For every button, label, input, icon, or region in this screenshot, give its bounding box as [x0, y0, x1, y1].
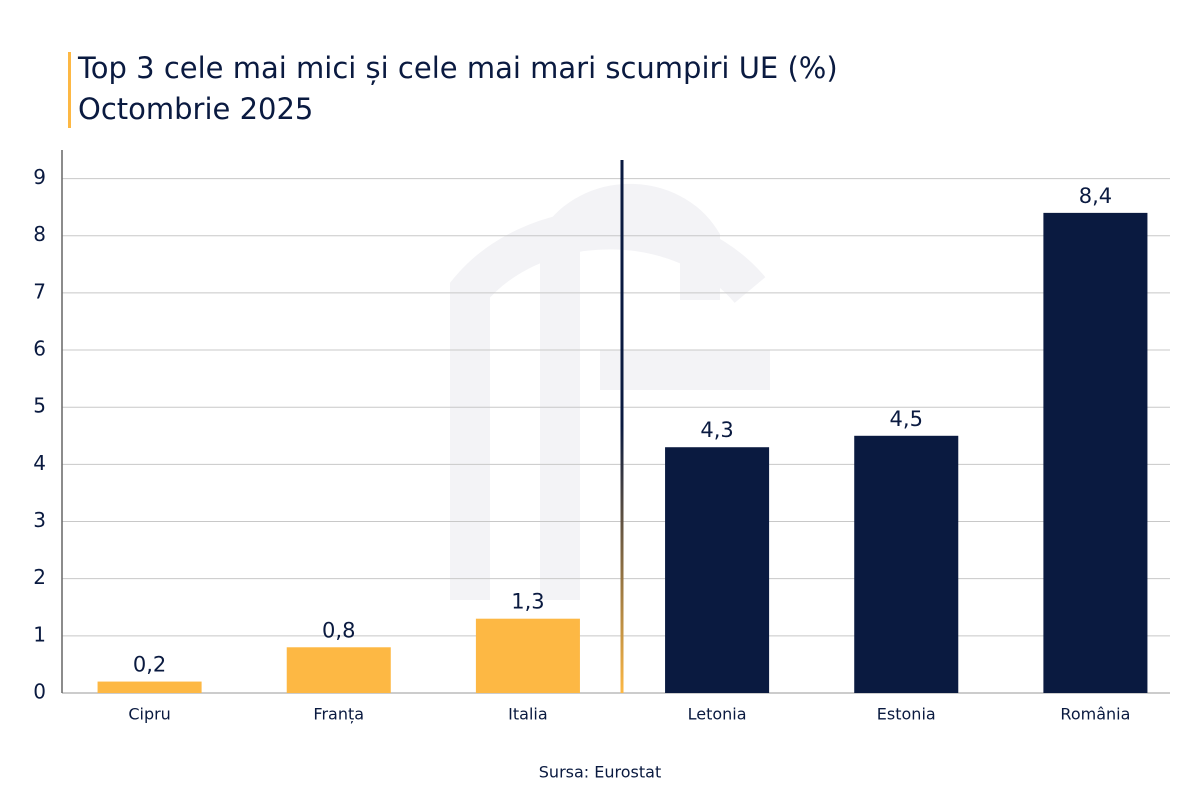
y-tick-label: 7 [33, 279, 46, 303]
chart-title: Top 3 cele mai mici și cele mai mari scu… [77, 51, 838, 85]
y-tick-label: 4 [33, 451, 46, 475]
x-tick-label: Cipru [128, 705, 171, 724]
value-label: 0,2 [133, 653, 166, 677]
bar [854, 435, 959, 693]
bar [1043, 212, 1148, 693]
bar [97, 681, 202, 693]
bar [286, 647, 391, 693]
x-tick-label: România [1060, 705, 1130, 724]
value-label: 1,3 [511, 590, 544, 614]
value-label: 0,8 [322, 618, 355, 642]
divider [620, 160, 624, 693]
bar [475, 618, 580, 693]
grid [62, 178, 1170, 694]
x-tick-label: Estonia [877, 705, 936, 724]
x-tick-label: Letonia [688, 705, 747, 724]
x-tick-label: Italia [508, 705, 548, 724]
x-tick-label: Franța [313, 705, 364, 724]
value-label: 8,4 [1079, 184, 1112, 208]
y-tick-label: 8 [33, 222, 46, 246]
bar [665, 447, 770, 693]
watermark [450, 183, 770, 600]
y-tick-label: 3 [33, 508, 46, 532]
y-tick-label: 2 [33, 565, 46, 589]
y-tick-label: 1 [33, 622, 46, 646]
y-tick-label: 6 [33, 337, 46, 361]
value-label: 4,5 [890, 407, 923, 431]
y-tick-label: 0 [33, 680, 46, 704]
y-tick-label: 9 [33, 165, 46, 189]
source: Sursa: Eurostat [539, 763, 661, 782]
value-label: 4,3 [700, 418, 733, 442]
y-tick-label: 5 [33, 394, 46, 418]
title-accent [68, 52, 71, 128]
chart-subtitle: Octombrie 2025 [78, 92, 313, 126]
